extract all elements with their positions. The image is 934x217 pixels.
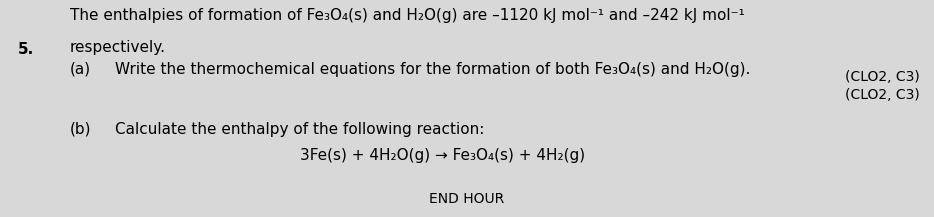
Text: END HOUR: END HOUR — [430, 192, 504, 206]
Text: The enthalpies of formation of Fe₃O₄(s) and H₂O(g) are –1120 kJ mol⁻¹ and –242 k: The enthalpies of formation of Fe₃O₄(s) … — [70, 8, 744, 23]
Text: respectively.: respectively. — [70, 40, 166, 55]
Text: Write the thermochemical equations for the formation of both Fe₃O₄(s) and H₂O(g): Write the thermochemical equations for t… — [115, 62, 750, 77]
Text: (CLO2, C3): (CLO2, C3) — [845, 88, 920, 102]
Text: (a): (a) — [70, 62, 92, 77]
Text: (b): (b) — [70, 122, 92, 137]
Text: 5.: 5. — [18, 42, 35, 57]
Text: Calculate the enthalpy of the following reaction:: Calculate the enthalpy of the following … — [115, 122, 485, 137]
Text: 3Fe(s) + 4H₂O(g) → Fe₃O₄(s) + 4H₂(g): 3Fe(s) + 4H₂O(g) → Fe₃O₄(s) + 4H₂(g) — [300, 148, 585, 163]
Text: (CLO2, C3): (CLO2, C3) — [845, 70, 920, 84]
